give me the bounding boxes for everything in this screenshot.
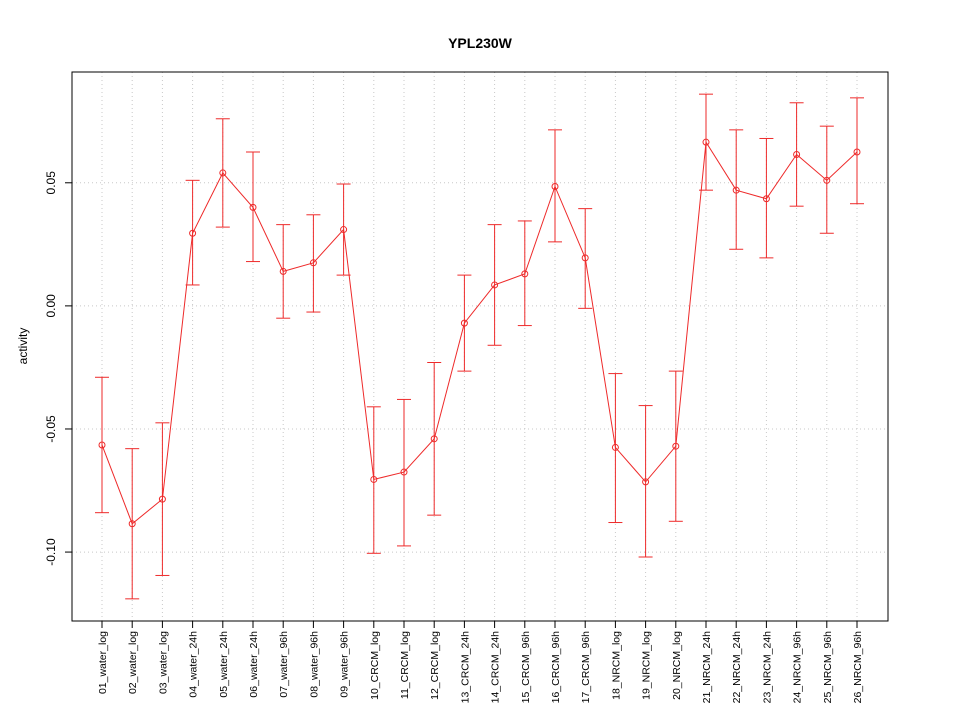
- x-tick-label: 11_CRCM_log: [399, 631, 411, 699]
- x-tick-label: 26_NRCM_96h: [852, 631, 864, 704]
- x-tick-label: 05_water_24h: [218, 631, 230, 698]
- series-path: [101, 140, 858, 525]
- data-point: [309, 259, 317, 267]
- x-tick-label: 23_NRCM_24h: [761, 631, 773, 704]
- data-point: [581, 254, 589, 262]
- data-point: [732, 186, 740, 194]
- x-tick-label: 03_water_log: [157, 631, 169, 694]
- x-tick-label: 06_water_24h: [248, 631, 260, 698]
- x-tick-label: 08_water_96h: [308, 631, 320, 698]
- data-point: [430, 435, 438, 443]
- x-tick-label: 02_water_log: [127, 631, 139, 694]
- data-points: [98, 138, 861, 528]
- data-point: [219, 169, 227, 177]
- x-tick-label: 18_NRCM_log: [610, 631, 622, 700]
- x-tick-label: 14_CRCM_24h: [490, 631, 502, 704]
- data-point: [279, 267, 287, 275]
- plot-frame: [71, 71, 889, 622]
- x-tick-label: 21_NRCM_24h: [701, 631, 713, 704]
- data-point: [642, 478, 650, 486]
- x-tick-label: 13_CRCM_24h: [459, 631, 471, 704]
- series-line: [101, 140, 858, 525]
- x-tick-label: 20_NRCM_log: [671, 631, 683, 700]
- data-point: [551, 182, 559, 190]
- data-point: [823, 176, 831, 184]
- data-point: [611, 443, 619, 451]
- x-tick-label: 17_CRCM_96h: [580, 631, 592, 704]
- x-tick-label: 07_water_96h: [278, 631, 290, 698]
- x-tick-label: 25_NRCM_96h: [822, 631, 834, 704]
- data-point: [491, 281, 499, 289]
- grid-lines: [72, 72, 888, 621]
- x-tick-label: 01_water_log: [97, 631, 109, 694]
- data-point: [158, 495, 166, 503]
- data-point: [762, 195, 770, 203]
- y-axis-label: activity: [16, 328, 30, 365]
- x-tick-label: 19_NRCM_log: [641, 631, 653, 700]
- data-point: [460, 319, 468, 327]
- data-point: [189, 229, 197, 237]
- data-point: [793, 150, 801, 158]
- x-tick-label: 04_water_24h: [188, 631, 200, 698]
- y-tick-label: 0.00: [44, 294, 58, 318]
- data-point: [672, 442, 680, 450]
- data-point: [370, 475, 378, 483]
- y-axis: -0.10 -0.05 0.00 0.05: [44, 171, 72, 566]
- data-point: [521, 270, 529, 278]
- error-bars: [95, 93, 864, 600]
- x-tick-label: 16_CRCM_96h: [550, 631, 562, 704]
- x-tick-label: 22_NRCM_24h: [731, 631, 743, 704]
- x-tick-label: 15_CRCM_96h: [520, 631, 532, 704]
- x-tick-label: 24_NRCM_96h: [792, 631, 804, 704]
- y-tick-label: -0.10: [44, 538, 58, 566]
- data-point: [400, 468, 408, 476]
- y-tick-label: -0.05: [44, 415, 58, 443]
- data-point: [249, 203, 257, 211]
- y-tick-label: 0.05: [44, 171, 58, 195]
- data-point: [853, 148, 861, 156]
- data-point: [702, 138, 710, 146]
- x-tick-label: 09_water_96h: [339, 631, 351, 698]
- x-axis: 01_water_log 02_water_log 03_water_log 04_w…: [97, 621, 864, 703]
- x-tick-label: 12_CRCM_log: [429, 631, 441, 700]
- data-point: [98, 441, 106, 449]
- data-point: [340, 226, 348, 234]
- x-tick-label: 10_CRCM_log: [369, 631, 381, 700]
- data-point: [128, 520, 136, 528]
- chart-title: YPL230W: [448, 35, 513, 51]
